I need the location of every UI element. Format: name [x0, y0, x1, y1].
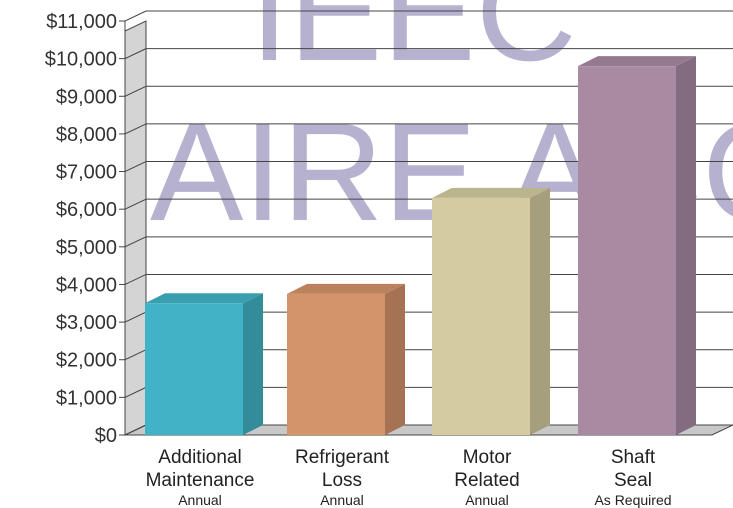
y-tick-label: $6,000	[56, 199, 117, 221]
bar-side	[385, 283, 405, 435]
bar-side	[243, 293, 263, 435]
category-sub: Annual	[465, 492, 509, 508]
bar	[578, 66, 676, 435]
bar-top	[145, 293, 263, 304]
bar-top	[432, 187, 550, 198]
y-tick-label: $11,000	[46, 11, 117, 33]
y-tick-label: $0	[95, 425, 117, 447]
bar-2	[432, 187, 550, 435]
category-line: Shaft	[611, 447, 656, 468]
y-tick-label: $5,000	[56, 237, 117, 259]
bar-top	[287, 283, 405, 294]
x-axis: AdditionalMaintenanceAnnualRefrigerantLo…	[146, 447, 672, 508]
category-line: Seal	[614, 470, 652, 491]
gridline-diag	[124, 10, 147, 22]
gridline-diag	[124, 123, 147, 135]
bar	[287, 293, 385, 435]
category-sub: As Required	[594, 492, 671, 508]
watermark-line1: ІЕЕС	[250, 0, 577, 90]
y-tick-label: $8,000	[56, 124, 117, 146]
gridline-diag	[124, 424, 147, 436]
y-tick-label: $3,000	[56, 312, 117, 334]
gridline-diag	[124, 274, 147, 285]
gridline-diag	[124, 386, 147, 398]
bar-side	[676, 56, 696, 435]
gridline-diag	[124, 311, 147, 323]
gridline-diag	[124, 349, 147, 361]
bar-side	[530, 187, 550, 435]
y-tick-label: $1,000	[56, 387, 117, 409]
category-line: Loss	[322, 470, 362, 491]
y-tick-label: $2,000	[56, 350, 117, 372]
category-line: Motor	[463, 447, 512, 468]
gridline-diag	[124, 198, 147, 210]
y-axis: $0 $1,000 $2,000 $3,000 $4,000 $5,000 $6,000 $7…	[45, 11, 126, 447]
gridline-diag	[124, 236, 147, 248]
y-tick-label: $9,000	[56, 86, 117, 108]
gridline-diag	[124, 161, 147, 172]
gridline-diag	[124, 48, 147, 60]
category-line: Maintenance	[146, 470, 255, 491]
y-tick-label: $4,000	[56, 274, 117, 296]
bar-top	[578, 56, 696, 67]
category-line: Related	[454, 470, 520, 491]
gridline-diag	[124, 85, 147, 97]
y-tick-label: $7,000	[56, 162, 117, 184]
category-line: Additional	[158, 447, 241, 468]
side-wall	[124, 20, 147, 436]
bar	[432, 197, 530, 435]
bar-1	[287, 283, 405, 435]
category-line: Refrigerant	[295, 447, 390, 468]
bar	[145, 303, 243, 435]
bars	[145, 56, 696, 435]
y-tick-label: $10,000	[45, 49, 117, 71]
category-sub: Annual	[320, 492, 364, 508]
bar-3	[578, 56, 696, 435]
category-sub: Annual	[178, 492, 222, 508]
bar-0	[145, 293, 263, 435]
